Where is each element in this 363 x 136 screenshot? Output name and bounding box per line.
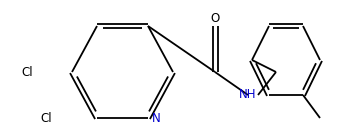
Text: Cl: Cl [40,112,52,124]
Text: N: N [152,112,161,124]
Text: O: O [211,12,220,25]
Text: Cl: Cl [21,66,33,78]
Text: NH: NH [239,89,257,101]
